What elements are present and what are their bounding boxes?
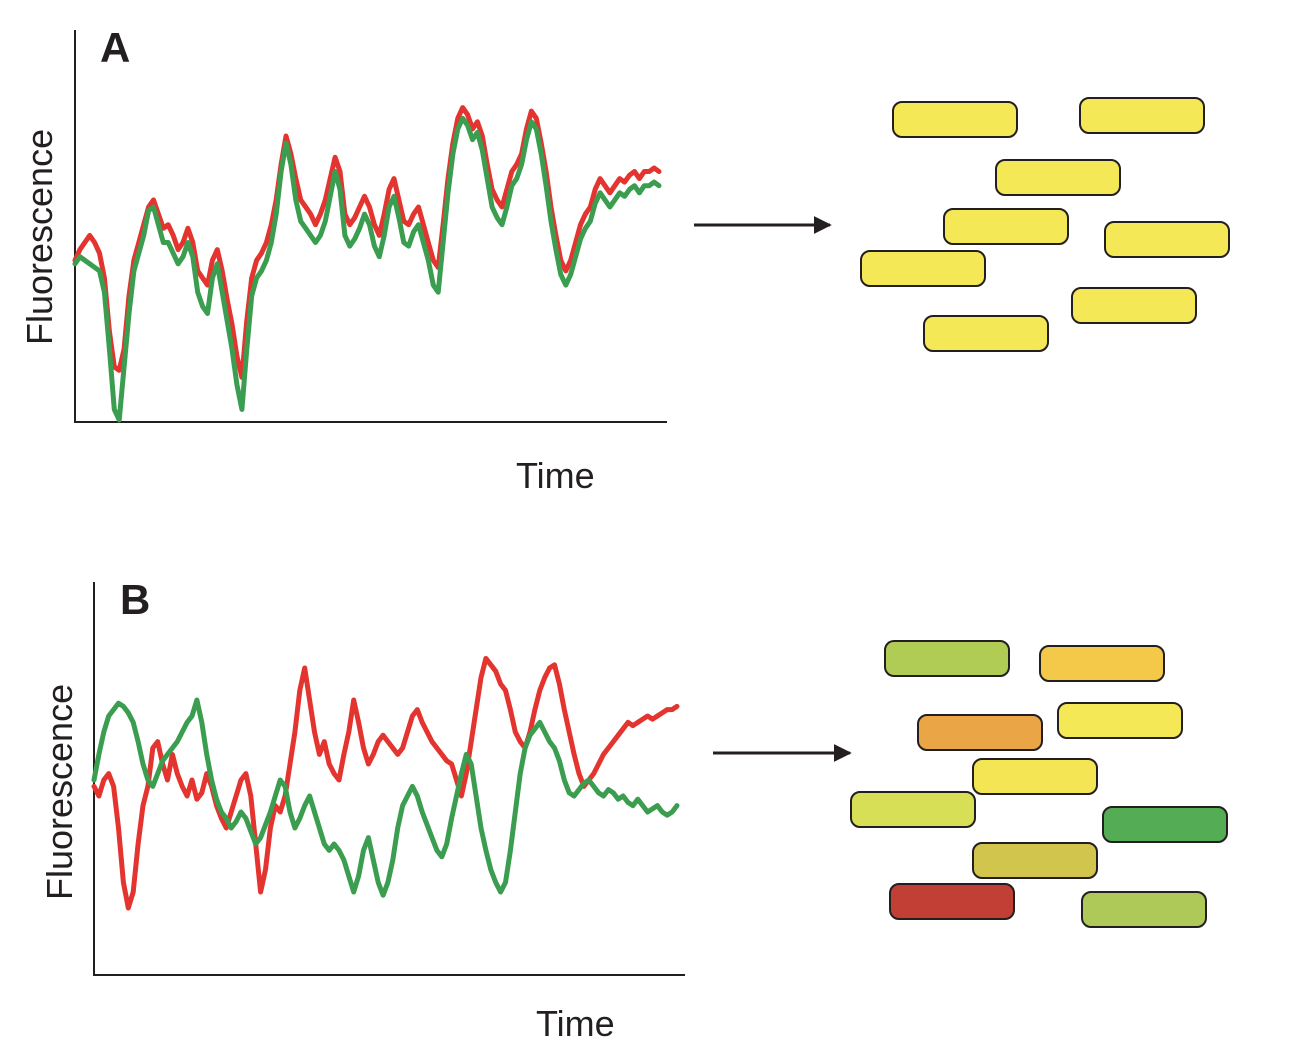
traces-a [72, 105, 662, 423]
trace-red-a [72, 105, 662, 380]
cell-b-4 [1057, 702, 1183, 739]
cell-b-6 [850, 791, 976, 828]
cell-b-1 [884, 640, 1010, 677]
cell-a-1 [892, 101, 1018, 138]
cell-b-5 [972, 758, 1098, 795]
cell-b-10 [1081, 891, 1207, 928]
panel-letter-b: B [120, 576, 150, 623]
panel-a: A Fluorescence Time [19, 24, 1230, 496]
axes-b [93, 582, 685, 976]
panel-letter-a: A [100, 24, 130, 71]
trace-green-a [72, 115, 662, 423]
cell-b-9 [889, 883, 1015, 920]
x-axis-title-b: Time [536, 1003, 615, 1044]
cell-b-3 [917, 714, 1043, 751]
traces-b [91, 655, 680, 911]
cell-a-7 [1071, 287, 1197, 324]
cell-b-8 [972, 842, 1098, 879]
cell-b-2 [1039, 645, 1165, 682]
trace-red-b [91, 655, 680, 911]
x-axis-title-a: Time [516, 455, 595, 496]
cell-a-5 [1104, 221, 1230, 258]
axes-a [74, 30, 667, 423]
cell-a-2 [1079, 97, 1205, 134]
y-axis-title-a: Fluorescence [19, 129, 60, 345]
cell-a-3 [995, 159, 1121, 196]
cell-population-a [860, 97, 1230, 352]
y-axis-title-b: Fluorescence [39, 684, 80, 900]
cell-population-b [850, 640, 1228, 928]
trace-green-b [91, 697, 680, 898]
cell-a-4 [943, 208, 1069, 245]
cell-a-6 [860, 250, 986, 287]
cell-a-8 [923, 315, 1049, 352]
cell-b-7 [1102, 806, 1228, 843]
panel-b: B Fluorescence Time [39, 576, 1228, 1044]
